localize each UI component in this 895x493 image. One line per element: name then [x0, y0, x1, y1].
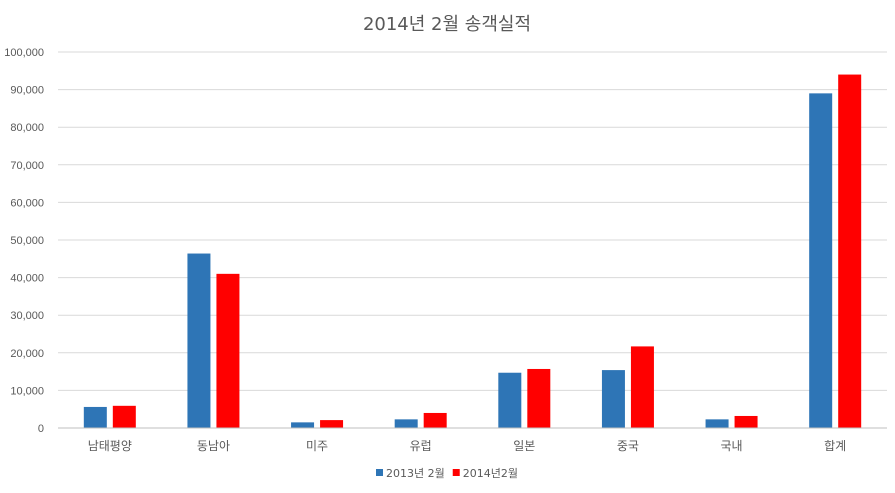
x-category-label: 중국	[617, 439, 639, 453]
bar-2013[interactable]	[705, 419, 729, 428]
y-tick-label: 0	[38, 423, 44, 435]
y-tick-label: 50,000	[10, 235, 44, 247]
y-tick-label: 80,000	[10, 122, 44, 134]
bar-2013[interactable]	[83, 406, 107, 428]
bar-2014[interactable]	[838, 74, 862, 428]
y-tick-label: 20,000	[10, 348, 44, 360]
x-category-label: 남태평양	[88, 439, 132, 453]
bar-2014[interactable]	[527, 368, 551, 428]
x-category-label: 유럽	[410, 439, 432, 453]
bar-2013[interactable]	[809, 93, 833, 429]
x-category-label: 동남아	[197, 439, 230, 453]
bar-2013[interactable]	[394, 419, 418, 428]
y-tick-label: 10,000	[10, 385, 44, 397]
y-tick-label: 90,000	[10, 85, 44, 97]
y-tick-label: 60,000	[10, 197, 44, 209]
gridlines	[58, 51, 887, 391]
bars	[83, 74, 862, 429]
bar-2014[interactable]	[112, 405, 136, 428]
legend-label: 2014년2월	[463, 467, 518, 480]
chart-title: 2014년 2월 송객실적	[363, 14, 531, 35]
x-category-label: 합계	[824, 439, 846, 453]
bar-2013[interactable]	[291, 422, 315, 428]
y-tick-label: 40,000	[10, 273, 44, 285]
y-tick-label: 100,000	[4, 47, 44, 59]
legend-swatch	[452, 469, 460, 476]
bar-2014[interactable]	[734, 415, 758, 428]
legend-swatch	[376, 469, 383, 476]
legend[interactable]: 2013년 2월 2014년2월	[376, 467, 518, 480]
bar-2014[interactable]	[630, 346, 654, 428]
y-tick-label: 70,000	[10, 160, 44, 172]
bar-2013[interactable]	[498, 372, 522, 428]
legend-label: 2013년 2월	[386, 467, 445, 480]
x-axis-labels: 남태평양 동남아 미주 유럽 일본 중국 국내 합계	[88, 439, 847, 453]
bar-2013[interactable]	[187, 253, 211, 428]
bar-2013[interactable]	[601, 370, 625, 428]
x-category-label: 일본	[513, 439, 535, 453]
bar-2014[interactable]	[320, 420, 344, 428]
y-tick-label: 30,000	[10, 310, 44, 322]
x-category-label: 미주	[306, 439, 328, 453]
y-axis-ticks: 0 10,000 20,000 30,000 40,000 50,000 60,000 70,…	[4, 47, 44, 435]
bar-2014[interactable]	[423, 412, 447, 428]
bar-2014[interactable]	[216, 273, 240, 428]
x-category-label: 국내	[721, 439, 743, 453]
